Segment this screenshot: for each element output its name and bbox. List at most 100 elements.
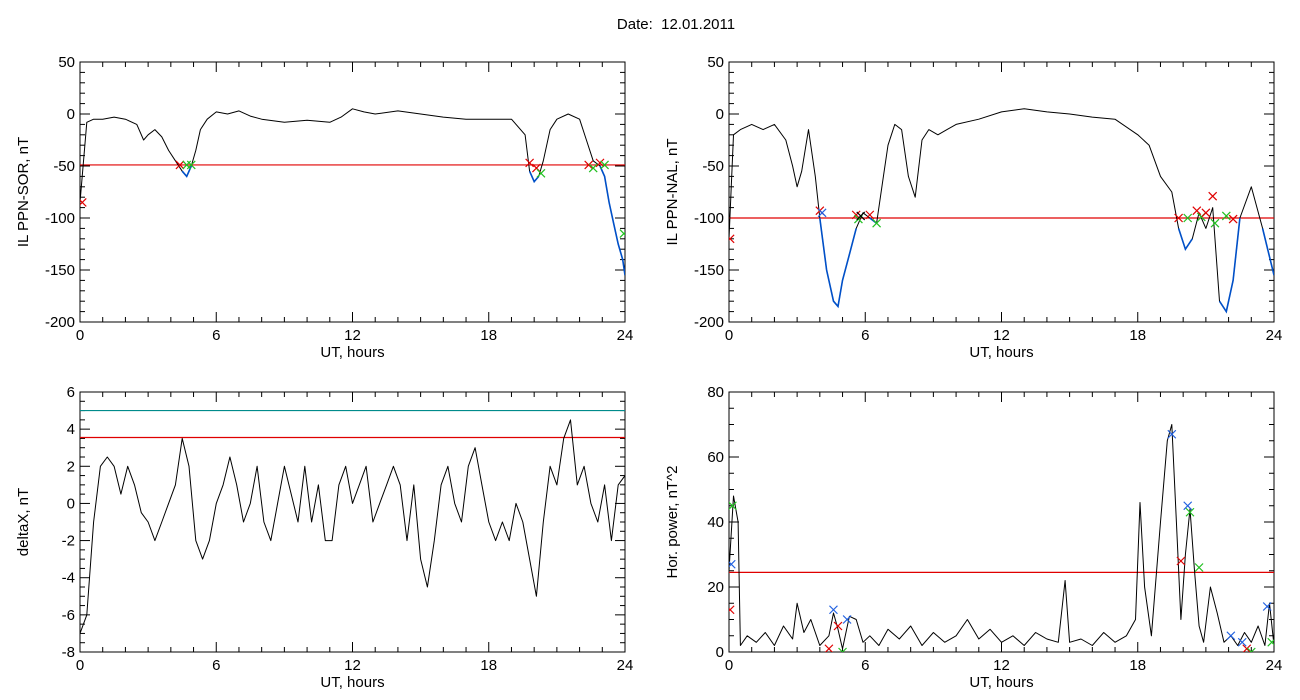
y-tick-label: -6: [62, 607, 75, 624]
cross-marker: [619, 229, 625, 239]
cross-marker: [80, 197, 87, 207]
plot-area: [80, 108, 625, 276]
cross-marker: [588, 163, 598, 173]
y-tick-label: 4: [67, 421, 75, 438]
y-axis-label: IL PPN-SOR, nT: [15, 137, 32, 247]
cross-marker: [595, 158, 605, 168]
x-tick-label: 0: [725, 327, 733, 344]
x-tick-label: 18: [1129, 657, 1146, 674]
cross-marker: [1183, 501, 1193, 511]
cross-marker: [1228, 214, 1238, 224]
x-tick-label: 6: [212, 657, 220, 674]
date-value: 12.01.2011: [661, 16, 736, 33]
x-tick-label: 12: [993, 657, 1010, 674]
plot-frame: [728, 391, 1275, 653]
series-line: [80, 419, 625, 634]
chart-panel-4: 0 6 12 18 24 80 60 40 20 0 UT, hours Hor. power, nT…: [664, 384, 1282, 691]
y-tick-label: 0: [716, 106, 724, 123]
cross-marker: [1237, 637, 1247, 647]
cross-marker: [829, 605, 838, 615]
cross-marker: [1174, 213, 1184, 223]
x-tick-label: 18: [1129, 327, 1146, 344]
cross-marker: [833, 621, 843, 631]
plot-area: [80, 409, 625, 634]
cross-marker: [1194, 563, 1204, 572]
x-tick-label: 24: [617, 327, 634, 344]
x-tick-label: 24: [1266, 327, 1283, 344]
cross-marker: [1201, 208, 1211, 218]
cross-marker: [1210, 218, 1220, 228]
x-tick-label: 0: [725, 657, 733, 674]
x-tick-label: 6: [861, 657, 869, 674]
y-axis-label: IL PPN-NAL, nT: [664, 139, 681, 246]
cross-marker: [1208, 191, 1218, 201]
below-threshold-segment: [599, 165, 625, 276]
cross-marker: [1226, 631, 1236, 641]
x-axis-label: UT, hours: [969, 674, 1033, 691]
x-tick-label: 24: [617, 657, 634, 674]
chart-panel-2: 0 6 12 18 24 50 0 -50 -100 -150 -200 UT, hours IL PP…: [664, 54, 1282, 361]
cross-marker: [729, 559, 736, 569]
y-tick-label: -8: [62, 644, 75, 661]
below-threshold-segment: [1177, 228, 1193, 252]
y-tick-label: -2: [62, 533, 75, 550]
cross-marker: [729, 605, 735, 615]
y-tick-label: 0: [67, 495, 75, 512]
x-tick-label: 18: [480, 327, 497, 344]
cross-marker: [1176, 556, 1186, 566]
y-tick-label: -150: [45, 262, 75, 279]
date-label: Date:: [616, 16, 653, 33]
x-tick-label: 18: [480, 657, 497, 674]
chart-panel-3: 0 6 12 18 24 6 4 2 0 -2 -4 -6 -8 UT, hours deltaX, nT: [15, 384, 633, 691]
below-threshold-segment: [1261, 228, 1274, 276]
cross-marker: [872, 218, 882, 228]
below-threshold-segment: [528, 170, 540, 184]
cross-marker: [1242, 644, 1252, 652]
plot-frame: [728, 61, 1275, 323]
below-threshold-segment: [1218, 217, 1241, 314]
cross-marker: [1192, 206, 1202, 216]
cross-marker: [1185, 507, 1195, 517]
y-tick-label: -150: [694, 262, 724, 279]
y-tick-label: 50: [707, 54, 724, 71]
series-line: [729, 424, 1274, 650]
x-axis-label: UT, hours: [320, 344, 384, 361]
cross-marker: [856, 211, 866, 221]
y-tick-label: 0: [67, 106, 75, 123]
x-axis-label: UT, hours: [969, 344, 1033, 361]
y-tick-label: -200: [45, 314, 75, 331]
y-tick-label: -50: [53, 158, 75, 175]
cross-marker: [536, 168, 546, 178]
x-tick-label: 12: [344, 657, 361, 674]
below-threshold-segment: [181, 165, 193, 178]
y-tick-label: -4: [62, 570, 75, 587]
x-axis-label: UT, hours: [320, 674, 384, 691]
x-tick-label: 6: [861, 327, 869, 344]
y-axis-label: Hor. power, nT^2: [664, 466, 681, 579]
cross-marker: [817, 208, 827, 218]
cross-marker: [824, 644, 834, 652]
cross-marker: [1183, 213, 1193, 223]
y-tick-label: -100: [694, 210, 724, 227]
cross-marker: [525, 158, 535, 168]
x-tick-label: 6: [212, 327, 220, 344]
x-tick-label: 12: [993, 327, 1010, 344]
cross-marker: [1267, 637, 1274, 647]
cross-marker: [729, 234, 735, 244]
cross-marker: [584, 160, 594, 170]
x-tick-label: 0: [76, 657, 84, 674]
plot-area: [729, 424, 1274, 652]
cross-marker: [842, 615, 852, 624]
cross-marker: [865, 210, 875, 220]
y-tick-label: 80: [707, 384, 724, 401]
plot-area: [729, 108, 1274, 314]
cross-marker: [1221, 211, 1231, 221]
cross-marker: [1262, 602, 1272, 611]
cross-marker: [1246, 647, 1256, 652]
y-tick-label: 60: [707, 449, 724, 466]
y-tick-label: 40: [707, 514, 724, 531]
cross-marker: [186, 160, 196, 170]
cross-marker: [729, 501, 737, 511]
below-threshold-segment: [819, 217, 857, 309]
